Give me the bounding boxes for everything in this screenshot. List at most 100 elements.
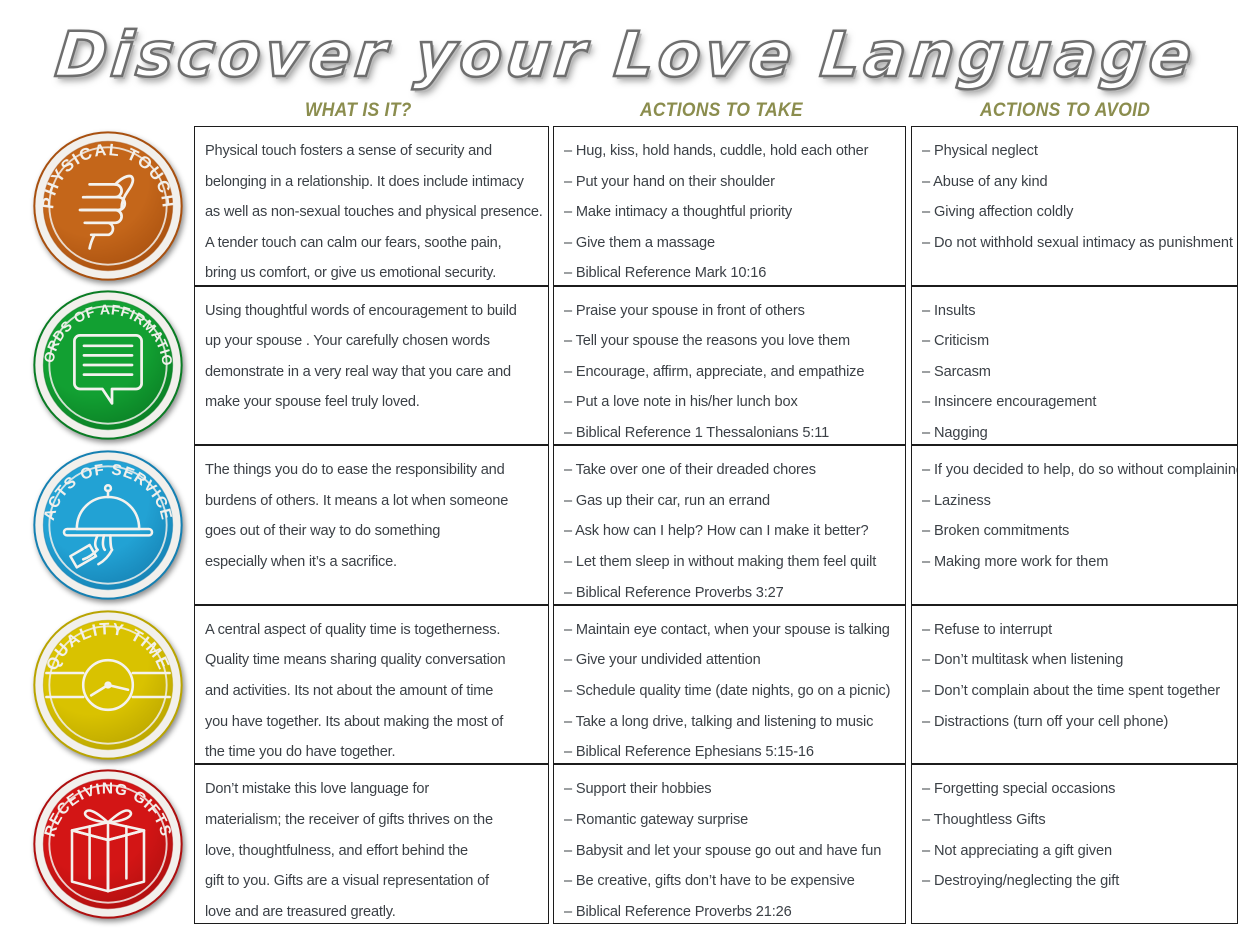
badge-receiving-gifts[interactable]: RECEIVING GIFTS xyxy=(32,768,184,920)
list-item: – Romantic gateway surprise xyxy=(564,811,749,828)
cell-actions-to-avoid-words-of-affirmation: – Insults – Criticism – Sarcasm – Insincere… xyxy=(911,285,1238,446)
list-item: – Encourage, affirm, appreciate, and emp… xyxy=(564,363,865,380)
page-title: Discover your Love Language xyxy=(51,17,1201,93)
description-line: up your spouse . Your carefully chosen w… xyxy=(205,333,490,350)
cell-actions-to-avoid-physical-touch: – Physical neglect – Abuse of any kind – G… xyxy=(911,126,1238,286)
list-item: – Distractions (turn off your cell phone… xyxy=(922,713,1169,730)
column-headers: WHAT IS IT? ACTIONS TO TAKE ACTIONS TO A… xyxy=(0,100,1251,126)
badge-words-of-affirmation[interactable]: WORDS OF AFFIRMATION xyxy=(32,289,184,441)
description-line: materialism; the receiver of gifts thriv… xyxy=(205,811,493,828)
description-line: make your spouse feel truly loved. xyxy=(205,394,420,411)
speech-bubble-icon xyxy=(73,334,143,406)
description-line: and activities. Its not about the amount… xyxy=(205,682,494,699)
badge-cell-physical-touch: PHYSICAL TOUCH xyxy=(22,126,194,286)
description-line: belonging in a relationship. It does inc… xyxy=(205,173,524,190)
list-item: – Broken commitments xyxy=(922,523,1070,540)
gift-box-icon xyxy=(70,809,146,893)
badge-cell-quality-time: QUALITY TIME xyxy=(22,605,194,765)
column-header-actions-to-avoid: ACTIONS TO AVOID xyxy=(980,100,1151,121)
list-item: – Abuse of any kind xyxy=(922,173,1048,190)
list-item: – Laziness xyxy=(922,492,991,509)
description-line: Physical touch fosters a sense of securi… xyxy=(205,143,492,159)
description-line: bring us comfort, or give us emotional s… xyxy=(205,265,497,282)
description-line: Don’t mistake this love language for xyxy=(205,781,429,798)
list-item: – Nagging xyxy=(922,424,988,441)
description-line: love and are treasured greatly. xyxy=(205,903,396,920)
list-item: – Destroying/neglecting the gift xyxy=(922,873,1120,890)
description-line: love, thoughtfulness, and effort behind … xyxy=(205,842,468,859)
list-item: – Tell your spouse the reasons you love … xyxy=(564,333,850,350)
love-language-table: PHYSICAL TOUCH Physical touch fosters a … xyxy=(22,126,1238,924)
description-line: as well as non-sexual touches and physic… xyxy=(205,204,543,221)
serving-tray-icon xyxy=(62,484,154,569)
list-item: – Biblical Reference Mark 10:16 xyxy=(564,265,767,282)
cell-actions-to-avoid-acts-of-service: – If you decided to help, do so without … xyxy=(911,445,1238,605)
description-line: Using thoughtful words of encouragement … xyxy=(205,302,517,319)
cell-what-is-it-acts-of-service: The things you do to ease the responsibi… xyxy=(194,445,549,605)
list-item: – Physical neglect xyxy=(922,143,1038,159)
badge-quality-time[interactable]: QUALITY TIME xyxy=(32,609,184,761)
list-item: – Forgetting special occasions xyxy=(922,781,1116,798)
cell-actions-to-take-physical-touch: – Hug, kiss, hold hands, cuddle, hold ea… xyxy=(553,126,906,286)
list-item: – Ask how can I help? How can I make it … xyxy=(564,523,869,540)
badge-acts-of-service[interactable]: ACTS OF SERVICE xyxy=(32,449,184,601)
list-item: – If you decided to help, do so without … xyxy=(922,462,1238,479)
list-item: – Hug, kiss, hold hands, cuddle, hold ea… xyxy=(564,143,869,159)
list-item: – Let them sleep in without making them … xyxy=(564,553,877,570)
list-item: – Do not withhold sexual intimacy as pun… xyxy=(922,234,1233,251)
cell-actions-to-take-words-of-affirmation: – Praise your spouse in front of others –… xyxy=(553,285,906,446)
table-row: ACTS OF SERVICE The things you do to eas… xyxy=(22,445,1238,605)
description-line: you have together. Its about making the … xyxy=(205,713,504,730)
list-item: – Giving affection coldly xyxy=(922,204,1074,221)
list-item: – Sarcasm xyxy=(922,363,991,380)
clock-icon xyxy=(45,658,171,711)
cell-what-is-it-words-of-affirmation: Using thoughtful words of encouragement … xyxy=(194,285,549,446)
badge-physical-touch[interactable]: PHYSICAL TOUCH xyxy=(32,130,184,282)
description-line: The things you do to ease the responsibi… xyxy=(205,462,505,479)
list-item: – Give them a massage xyxy=(564,234,715,251)
list-item: – Babysit and let your spouse go out and… xyxy=(564,842,882,859)
table-row: QUALITY TIME A central aspect of quality… xyxy=(22,604,1238,765)
list-item: – Put a love note in his/her lunch box xyxy=(564,394,798,411)
list-item: – Support their hobbies xyxy=(564,781,712,798)
list-item: – Maintain eye contact, when your spouse… xyxy=(564,621,890,638)
cell-actions-to-avoid-receiving-gifts: – Forgetting special occasions – Thoughtl… xyxy=(911,764,1238,924)
list-item: – Gas up their car, run an errand xyxy=(564,492,770,509)
list-item: – Refuse to interrupt xyxy=(922,621,1053,638)
cell-actions-to-avoid-quality-time: – Refuse to interrupt – Don’t multitask w… xyxy=(911,604,1238,765)
description-line: especially when it’s a sacrifice. xyxy=(205,553,397,570)
list-item: – Don’t complain about the time spent to… xyxy=(922,682,1220,699)
cell-what-is-it-physical-touch: Physical touch fosters a sense of securi… xyxy=(194,126,549,286)
list-item: – Take over one of their dreaded chores xyxy=(564,462,816,479)
badge-cell-acts-of-service: ACTS OF SERVICE xyxy=(22,445,194,605)
description-line: Quality time means sharing quality conve… xyxy=(205,652,506,669)
column-header-actions-to-take: ACTIONS TO TAKE xyxy=(640,100,803,121)
description-line: demonstrate in a very real way that you … xyxy=(205,363,511,380)
list-item: – Not appreciating a gift given xyxy=(922,842,1112,859)
list-item: – Biblical Reference 1 Thessalonians 5:1… xyxy=(564,424,830,441)
description-line: A central aspect of quality time is toge… xyxy=(205,621,501,638)
list-item: – Biblical Reference Proverbs 21:26 xyxy=(564,903,792,920)
cell-what-is-it-quality-time: A central aspect of quality time is toge… xyxy=(194,604,549,765)
list-item: – Make intimacy a thoughtful priority xyxy=(564,204,793,221)
description-line: goes out of their way to do something xyxy=(205,523,441,540)
list-item: – Making more work for them xyxy=(922,553,1109,570)
badge-cell-receiving-gifts: RECEIVING GIFTS xyxy=(22,764,194,924)
list-item: – Schedule quality time (date nights, go… xyxy=(564,682,891,699)
list-item: – Biblical Reference Ephesians 5:15-16 xyxy=(564,744,814,761)
title-container: Discover your Love Language xyxy=(0,17,1251,93)
table-row: WORDS OF AFFIRMATION Using thoughtful wo… xyxy=(22,285,1238,446)
cell-actions-to-take-receiving-gifts: – Support their hobbies – Romantic gatewa… xyxy=(553,764,906,924)
cell-what-is-it-receiving-gifts: Don’t mistake this love language for mate… xyxy=(194,764,549,924)
list-item: – Don’t multitask when listening xyxy=(922,652,1124,669)
list-item: – Take a long drive, talking and listeni… xyxy=(564,713,874,730)
hand-icon xyxy=(78,174,135,250)
column-header-what-is-it: WHAT IS IT? xyxy=(305,100,412,121)
list-item: – Insults xyxy=(922,302,976,319)
badge-cell-words-of-affirmation: WORDS OF AFFIRMATION xyxy=(22,286,194,446)
list-item: – Put your hand on their shoulder xyxy=(564,173,775,190)
description-line: burdens of others. It means a lot when s… xyxy=(205,492,509,509)
cell-actions-to-take-quality-time: – Maintain eye contact, when your spouse… xyxy=(553,604,906,765)
table-row: RECEIVING GIFTS Don’t mistake this love … xyxy=(22,764,1238,924)
